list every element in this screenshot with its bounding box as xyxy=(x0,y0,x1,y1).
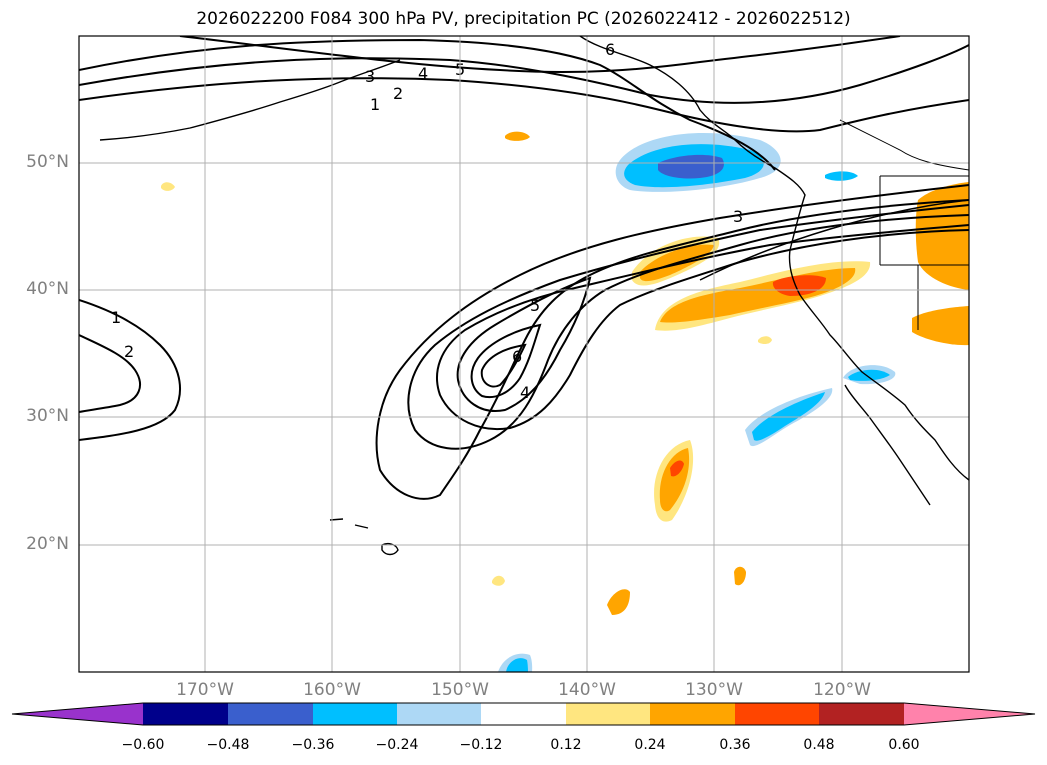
pv-label-4: 4 xyxy=(418,64,428,83)
pv-contour-north-3 xyxy=(79,44,969,104)
colorbar-tick-8: 0.48 xyxy=(803,737,835,753)
colorbar-tick-2: −0.36 xyxy=(291,737,335,753)
coastline-baja xyxy=(844,384,931,506)
colorbar-seg-7 xyxy=(650,703,735,725)
colorbar-tick-5: 0.12 xyxy=(550,737,582,753)
colorbar-tick-3: −0.24 xyxy=(375,737,419,753)
pv-label-6: 6 xyxy=(605,40,615,59)
pv-label-3: 3 xyxy=(365,67,375,86)
colorbar-tick-9: 0.60 xyxy=(888,737,920,753)
coastline-interior xyxy=(839,119,969,171)
colorbar-seg-1 xyxy=(143,703,228,725)
pv-contour-outer xyxy=(699,199,969,281)
colorbar-seg-10 xyxy=(904,703,1035,725)
colorbar-tick-4: −0.12 xyxy=(459,737,503,753)
pv-label-10: 6 xyxy=(512,347,522,366)
precip-neg-f xyxy=(848,369,890,381)
precip-pos-e xyxy=(772,275,826,296)
lon-label-170w: 170°W xyxy=(176,680,234,700)
lat-label-40n: 40°N xyxy=(26,279,69,299)
lon-label-120w: 120°W xyxy=(813,680,871,700)
precip-pos-o xyxy=(492,575,505,586)
pv-label-2: 2 xyxy=(393,84,403,103)
colorbar xyxy=(11,702,1036,726)
map-area[interactable] xyxy=(79,36,969,672)
lat-label-20n: 20°N xyxy=(26,534,69,554)
map-title: 2026022200 F084 300 hPa PV, precipitatio… xyxy=(196,9,851,29)
pv-contour-west-1 xyxy=(79,299,181,441)
lat-label-30n: 30°N xyxy=(26,406,69,426)
lon-label-150w: 150°W xyxy=(431,680,489,700)
precip-pos-l xyxy=(734,566,746,586)
lon-label-160w: 160°W xyxy=(303,680,361,700)
lon-label-140w: 140°W xyxy=(558,680,616,700)
precip-pos-m xyxy=(505,131,530,141)
colorbar-seg-0 xyxy=(12,703,143,725)
pv-contour-west-2 xyxy=(79,334,141,413)
precip-neg-c xyxy=(658,154,724,179)
colorbar-seg-4 xyxy=(397,703,481,725)
pv-label-12: 2 xyxy=(124,342,134,361)
precip-pos-j xyxy=(670,460,684,477)
colorbar-seg-5 xyxy=(481,703,566,725)
pv-contours xyxy=(79,36,969,500)
colorbar-seg-6 xyxy=(566,703,650,725)
pv-contour-streamer-2 xyxy=(407,204,969,450)
precip-neg-h xyxy=(752,392,825,441)
colorbar-seg-8 xyxy=(735,703,819,725)
colorbar-seg-9 xyxy=(819,703,904,725)
colorbar-tick-1: −0.48 xyxy=(206,737,250,753)
colorbar-tick-7: 0.36 xyxy=(719,737,751,753)
colorbar-tick-0: −0.60 xyxy=(121,737,165,753)
colorbar-seg-2 xyxy=(228,703,313,725)
pv-contour-streamer-6 xyxy=(480,343,527,388)
coastline-aleutians xyxy=(99,59,401,141)
colorbar-seg-3 xyxy=(313,703,397,725)
colorbar-tick-6: 0.24 xyxy=(634,737,666,753)
precip-pos-n xyxy=(161,182,175,191)
precip-pos-k xyxy=(607,589,630,615)
map-frame xyxy=(78,35,970,673)
precip-pos-p xyxy=(758,336,772,345)
pv-label-8: 4 xyxy=(520,383,530,402)
pv-contour-streamer-1 xyxy=(375,184,969,500)
pv-contour-streamer-3 xyxy=(436,224,969,430)
pv-label-9: 5 xyxy=(530,296,540,315)
pv-label-1: 1 xyxy=(370,95,380,114)
gridlines xyxy=(79,36,969,672)
pv-contour-streamer-4 xyxy=(456,276,592,412)
pv-label-11: 1 xyxy=(111,308,121,327)
pv-contour-north-2 xyxy=(79,77,969,133)
pv-contour-streamer-5 xyxy=(470,323,542,398)
pv-contour-north-1 xyxy=(79,38,776,171)
pv-label-7: 3 xyxy=(733,207,743,226)
pv-contour-north-4 xyxy=(179,36,901,73)
lon-label-130w: 130°W xyxy=(685,680,743,700)
precip-neg-j xyxy=(506,658,528,672)
colorbar-outline xyxy=(11,702,1036,726)
lat-label-50n: 50°N xyxy=(26,152,69,172)
precip-pos-g xyxy=(912,306,969,346)
